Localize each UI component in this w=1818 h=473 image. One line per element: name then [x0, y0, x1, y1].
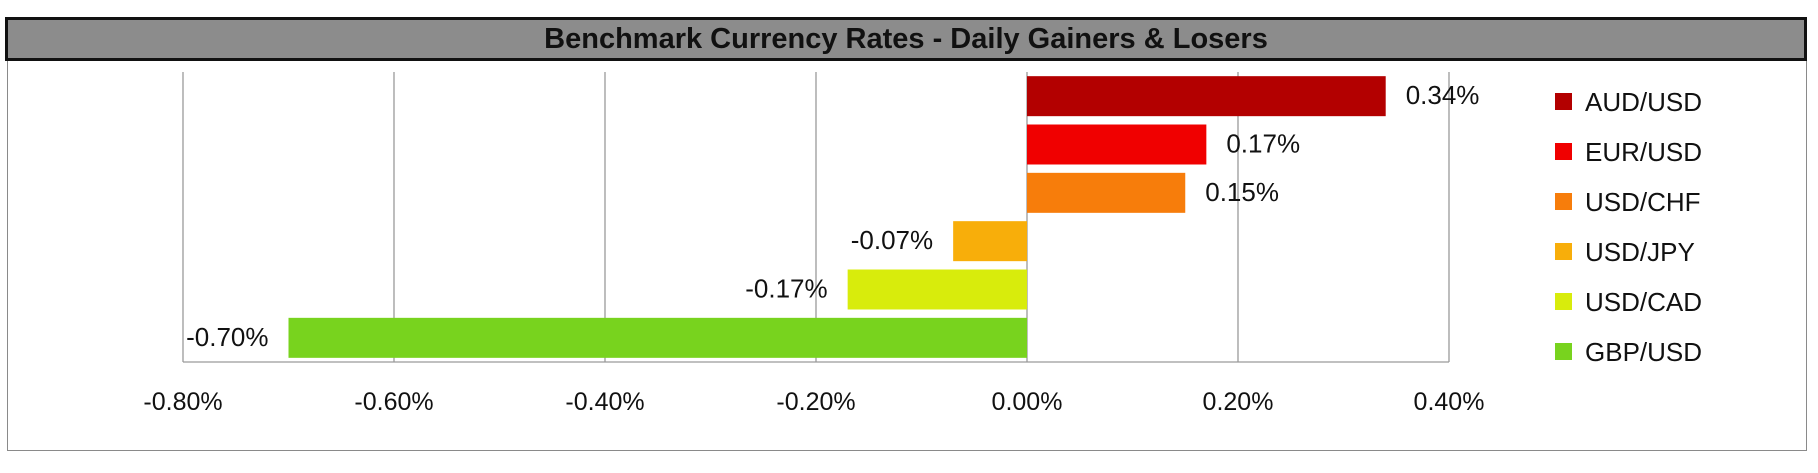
- legend-label: USD/JPY: [1585, 237, 1695, 267]
- legend-swatch: [1555, 243, 1572, 260]
- legend-swatch: [1555, 93, 1572, 110]
- legend-swatch: [1555, 343, 1572, 360]
- x-tick-label: -0.60%: [354, 388, 433, 416]
- x-tick-label: 0.40%: [1414, 388, 1485, 416]
- legend-label: USD/CAD: [1585, 287, 1702, 317]
- legend-swatch: [1555, 143, 1572, 160]
- bar-aud-usd: [1027, 76, 1386, 117]
- legend-label: AUD/USD: [1585, 87, 1702, 117]
- bar-gbp-usd: [288, 317, 1027, 358]
- data-label: 0.15%: [1205, 177, 1279, 207]
- bar-usd-jpy: [953, 221, 1027, 262]
- bar-usd-cad: [847, 269, 1027, 310]
- data-label: 0.34%: [1406, 80, 1480, 110]
- data-label: -0.07%: [851, 225, 933, 255]
- legend-label: GBP/USD: [1585, 337, 1702, 367]
- bar-usd-chf: [1027, 172, 1186, 213]
- data-label: 0.17%: [1226, 129, 1300, 159]
- data-label: -0.70%: [186, 322, 268, 352]
- x-tick-label: -0.40%: [565, 388, 644, 416]
- chart-title-bar: Benchmark Currency Rates - Daily Gainers…: [5, 17, 1807, 61]
- legend-label: EUR/USD: [1585, 137, 1702, 167]
- legend-swatch: [1555, 293, 1572, 310]
- legend-swatch: [1555, 193, 1572, 210]
- x-tick-label: -0.80%: [143, 388, 222, 416]
- legend-label: USD/CHF: [1585, 187, 1701, 217]
- x-tick-label: 0.00%: [992, 388, 1063, 416]
- chart-frame: [7, 61, 1807, 451]
- data-label: -0.17%: [745, 274, 827, 304]
- x-tick-label: 0.20%: [1203, 388, 1274, 416]
- x-tick-label: -0.20%: [776, 388, 855, 416]
- bar-eur-usd: [1027, 124, 1207, 165]
- chart-title: Benchmark Currency Rates - Daily Gainers…: [544, 22, 1268, 55]
